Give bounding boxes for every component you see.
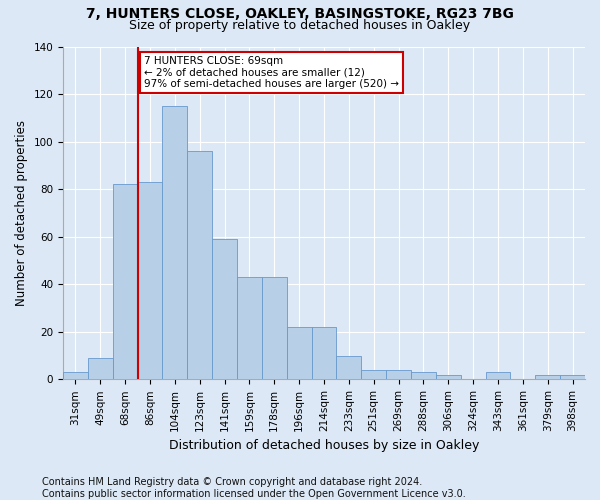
Bar	[337, 356, 361, 380]
Bar	[262, 277, 287, 380]
Bar	[311, 327, 337, 380]
Bar	[212, 239, 237, 380]
Bar	[560, 374, 585, 380]
Text: 7, HUNTERS CLOSE, OAKLEY, BASINGSTOKE, RG23 7BG: 7, HUNTERS CLOSE, OAKLEY, BASINGSTOKE, R…	[86, 8, 514, 22]
Bar	[63, 372, 88, 380]
Bar	[237, 277, 262, 380]
Bar	[88, 358, 113, 380]
Bar	[485, 372, 511, 380]
Text: Size of property relative to detached houses in Oakley: Size of property relative to detached ho…	[130, 19, 470, 32]
Bar	[163, 106, 187, 380]
Text: Contains HM Land Registry data © Crown copyright and database right 2024.
Contai: Contains HM Land Registry data © Crown c…	[42, 478, 466, 499]
Bar	[113, 184, 137, 380]
X-axis label: Distribution of detached houses by size in Oakley: Distribution of detached houses by size …	[169, 440, 479, 452]
Bar	[187, 151, 212, 380]
Bar	[361, 370, 386, 380]
Y-axis label: Number of detached properties: Number of detached properties	[15, 120, 28, 306]
Bar	[287, 327, 311, 380]
Bar	[386, 370, 411, 380]
Bar	[137, 182, 163, 380]
Bar	[411, 372, 436, 380]
Bar	[535, 374, 560, 380]
Bar	[436, 374, 461, 380]
Text: 7 HUNTERS CLOSE: 69sqm
← 2% of detached houses are smaller (12)
97% of semi-deta: 7 HUNTERS CLOSE: 69sqm ← 2% of detached …	[144, 56, 399, 89]
